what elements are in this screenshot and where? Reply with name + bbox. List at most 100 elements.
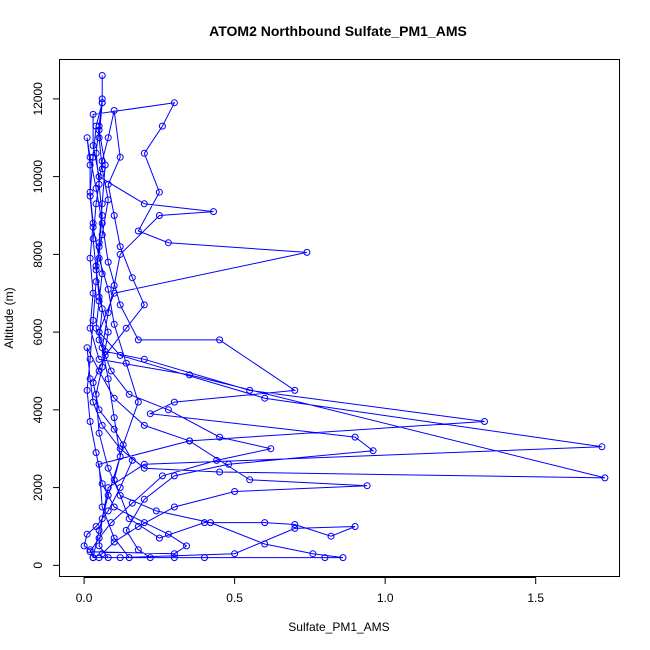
data-point	[128, 456, 136, 464]
data-point	[363, 482, 371, 490]
data-point	[261, 519, 269, 527]
data-point	[95, 126, 103, 134]
x-tick-label: 1.0	[377, 591, 394, 605]
y-tick-label: 12000	[31, 82, 45, 116]
data-point	[231, 488, 239, 495]
data-point	[110, 394, 118, 402]
data-point	[89, 110, 97, 118]
data-point	[95, 406, 103, 414]
x-axis: 0.0 0.5 1.0 1.5	[76, 577, 544, 605]
data-point	[321, 554, 329, 562]
data-point	[116, 301, 124, 309]
data-point	[98, 219, 106, 227]
data-point	[92, 266, 100, 274]
data-point	[110, 534, 118, 542]
data-point	[140, 495, 148, 503]
data-point	[98, 515, 106, 523]
y-tick-label: 4000	[31, 396, 45, 423]
data-point	[98, 503, 106, 511]
data-point	[98, 95, 106, 103]
y-tick-label: 2000	[31, 474, 45, 501]
y-axis: 0 2000 4000 6000 8000 10000 12000	[31, 82, 60, 569]
series-line	[83, 75, 606, 559]
data-point	[89, 235, 97, 243]
data-point	[104, 328, 112, 336]
data-point	[95, 328, 103, 336]
data-point	[170, 398, 178, 406]
data-point	[110, 107, 118, 114]
data-point	[110, 289, 118, 297]
data-point	[125, 554, 133, 562]
data-point	[601, 474, 609, 482]
data-point	[246, 386, 254, 394]
data-point	[351, 433, 359, 441]
data-point	[140, 460, 148, 468]
data-point	[116, 554, 124, 562]
plot-area	[80, 72, 609, 562]
data-point	[98, 421, 106, 429]
data-point	[291, 386, 299, 394]
data-point	[140, 355, 148, 363]
data-point	[170, 550, 178, 558]
data-point	[110, 476, 118, 484]
data-point	[140, 301, 148, 309]
data-point	[89, 316, 97, 324]
data-point	[80, 542, 88, 550]
data-point	[116, 445, 124, 453]
data-point	[201, 554, 208, 562]
data-point	[83, 134, 91, 142]
data-point	[116, 250, 124, 258]
data-point	[216, 468, 224, 476]
data-point	[95, 534, 103, 542]
data-point	[83, 386, 91, 394]
data-point	[110, 538, 118, 546]
chart-title: ATOM2 Northbound Sulfate_PM1_AMS	[209, 23, 467, 39]
data-point	[98, 72, 106, 79]
data-point	[89, 289, 97, 297]
data-point	[140, 464, 148, 472]
data-point	[155, 188, 163, 196]
data-point	[89, 379, 97, 387]
data-point	[225, 460, 233, 468]
data-point	[95, 297, 103, 305]
data-point	[101, 161, 109, 169]
data-point	[134, 227, 142, 235]
data-point	[170, 99, 178, 107]
data-point	[95, 367, 103, 375]
data-point	[110, 282, 118, 289]
data-point	[231, 550, 239, 558]
data-point	[104, 464, 112, 472]
data-point	[134, 546, 142, 554]
data-point	[125, 515, 133, 523]
data-point	[116, 491, 124, 499]
data-point	[95, 355, 103, 363]
data-point	[339, 554, 347, 562]
data-point	[128, 499, 136, 507]
data-point	[98, 212, 106, 219]
x-tick-label: 1.5	[527, 591, 544, 605]
data-point	[86, 192, 94, 200]
data-point	[92, 523, 100, 530]
data-point	[104, 285, 112, 293]
data-point	[216, 433, 224, 441]
data-point	[104, 507, 112, 515]
data-point	[107, 367, 115, 375]
data-point	[116, 484, 124, 492]
data-point	[104, 196, 112, 204]
data-point	[261, 394, 269, 402]
data-point	[92, 278, 100, 286]
data-point	[104, 309, 112, 317]
data-point	[83, 344, 91, 352]
y-axis-label: Altitude (m)	[2, 287, 16, 348]
data-point	[104, 491, 112, 499]
y-tick-label: 10000	[31, 160, 45, 194]
data-point	[83, 530, 91, 538]
data-point	[158, 122, 166, 130]
data-point	[164, 530, 172, 538]
y-tick-label: 0	[31, 562, 45, 569]
data-point	[152, 507, 160, 515]
data-point	[86, 188, 94, 196]
data-point	[95, 336, 103, 344]
data-point	[170, 554, 178, 562]
